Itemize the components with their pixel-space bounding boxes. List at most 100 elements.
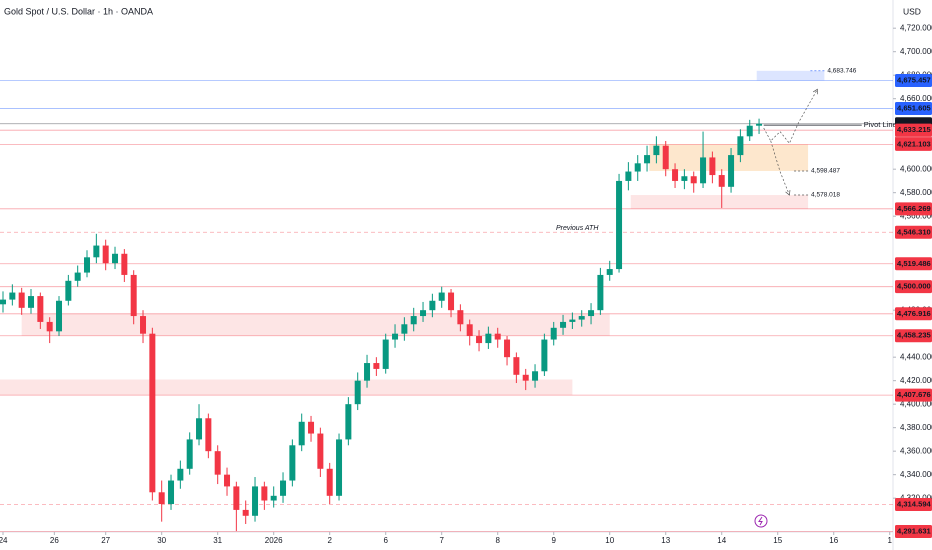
candle-body — [718, 175, 725, 187]
price-label: 4,633.215 — [897, 125, 932, 134]
x-tick-label: 24 — [0, 536, 8, 545]
price-label-box — [895, 280, 932, 294]
x-tick-label: 6 — [383, 536, 388, 545]
candle-body — [382, 339, 389, 369]
target-label: 4,598.487 — [811, 168, 840, 175]
candle-body — [756, 123, 763, 126]
levels — [0, 80, 893, 532]
candle-body — [0, 299, 7, 305]
candle-body — [476, 336, 483, 344]
axes: 4,320.000 4,340.000 4,360.000 4,380.000 4,40… — [0, 23, 932, 545]
candle-body — [392, 333, 399, 340]
candle-body — [401, 324, 408, 334]
chart-title: Gold Spot / U.S. Dollar · 1h · OANDA — [4, 6, 153, 16]
price-label-box — [895, 329, 932, 343]
y-tick-label: 4,360.000 — [900, 446, 932, 455]
price-label: 4,621.103 — [897, 139, 931, 148]
candle-body — [373, 363, 380, 369]
candle-body — [569, 319, 576, 322]
candle-body — [737, 136, 744, 156]
price-label-box — [895, 388, 932, 402]
y-tick-label: 4,720.000 — [900, 23, 932, 32]
zone — [756, 70, 825, 81]
price-label-box — [895, 123, 932, 137]
candle-body — [606, 269, 613, 275]
event-icon[interactable] — [754, 514, 768, 528]
candle-body — [298, 421, 305, 446]
y-tick-label: 4,380.000 — [900, 423, 932, 432]
price-label: 4,675.457 — [897, 76, 931, 85]
candle-body — [513, 357, 520, 375]
candle-body — [644, 155, 651, 164]
x-tick-label: 10 — [605, 536, 614, 545]
candle-body — [625, 171, 632, 181]
candle-body — [121, 253, 128, 275]
candle-body — [709, 157, 716, 176]
candle-body — [410, 316, 417, 325]
candle-body — [205, 418, 212, 452]
level-note: Previous ATH — [556, 225, 599, 232]
candle-body — [690, 176, 697, 184]
price-label-box — [895, 225, 932, 239]
zone — [21, 313, 610, 336]
candle-body — [214, 451, 221, 475]
x-tick-label: 30 — [157, 536, 166, 545]
candle-body — [56, 300, 63, 332]
currency: USD — [903, 6, 921, 16]
target-label: 4,683.746 — [827, 68, 856, 75]
candle-body — [46, 321, 53, 332]
candle-body — [494, 333, 501, 340]
x-tick-label: 13 — [661, 536, 670, 545]
price-label-box — [895, 498, 932, 512]
candle-body — [177, 468, 184, 481]
candle-body — [672, 169, 679, 181]
y-tick-label: 4,700.000 — [900, 47, 932, 56]
candle-body — [485, 333, 492, 344]
candle-body — [196, 418, 203, 440]
y-tick-label: 4,400.000 — [900, 399, 932, 408]
candle-body — [84, 257, 91, 273]
candle-body — [681, 176, 688, 181]
candle-body — [74, 272, 81, 281]
x-tick-label: 26 — [50, 536, 59, 545]
x-tick-label: 16 — [829, 536, 838, 545]
candle-body — [746, 125, 753, 137]
candle-body — [18, 292, 25, 308]
x-tick-label: 27 — [101, 536, 110, 545]
candle-body — [93, 245, 100, 258]
candle-body — [578, 316, 585, 320]
x-tick-label: 15 — [773, 536, 782, 545]
candle-body — [354, 380, 361, 405]
x-tick-label: 1 — [888, 536, 893, 545]
projection-path — [770, 140, 790, 196]
candle-body — [597, 274, 604, 311]
price-label-box — [895, 74, 932, 88]
projection-path — [763, 89, 818, 145]
candle-body — [149, 333, 156, 493]
event-icon-bolt — [758, 516, 763, 526]
candle-body — [252, 486, 259, 516]
candle-body — [457, 310, 464, 325]
y-tick-label: 4,340.000 — [900, 470, 932, 479]
price-label: 4,546.310 — [897, 227, 931, 236]
candle-body — [224, 474, 231, 487]
price-label-box — [895, 257, 932, 271]
candle-body — [140, 316, 147, 334]
candle-body — [653, 145, 660, 156]
candle-body — [270, 495, 277, 501]
candle-body — [186, 439, 193, 469]
y-tick-label: 4,600.000 — [900, 164, 932, 173]
price-label: 4,651.605 — [897, 104, 932, 113]
price-label: 4,407.676 — [897, 390, 931, 399]
candle-body — [242, 509, 249, 516]
zone — [630, 195, 809, 209]
candle-body — [158, 492, 165, 505]
candle-body — [233, 486, 240, 510]
candle-body — [541, 339, 548, 372]
y-tick-label: 4,580.000 — [900, 188, 932, 197]
price-label: 4,638.697 — [897, 119, 931, 128]
price-label-box — [895, 137, 932, 151]
price-label-box — [895, 202, 932, 216]
